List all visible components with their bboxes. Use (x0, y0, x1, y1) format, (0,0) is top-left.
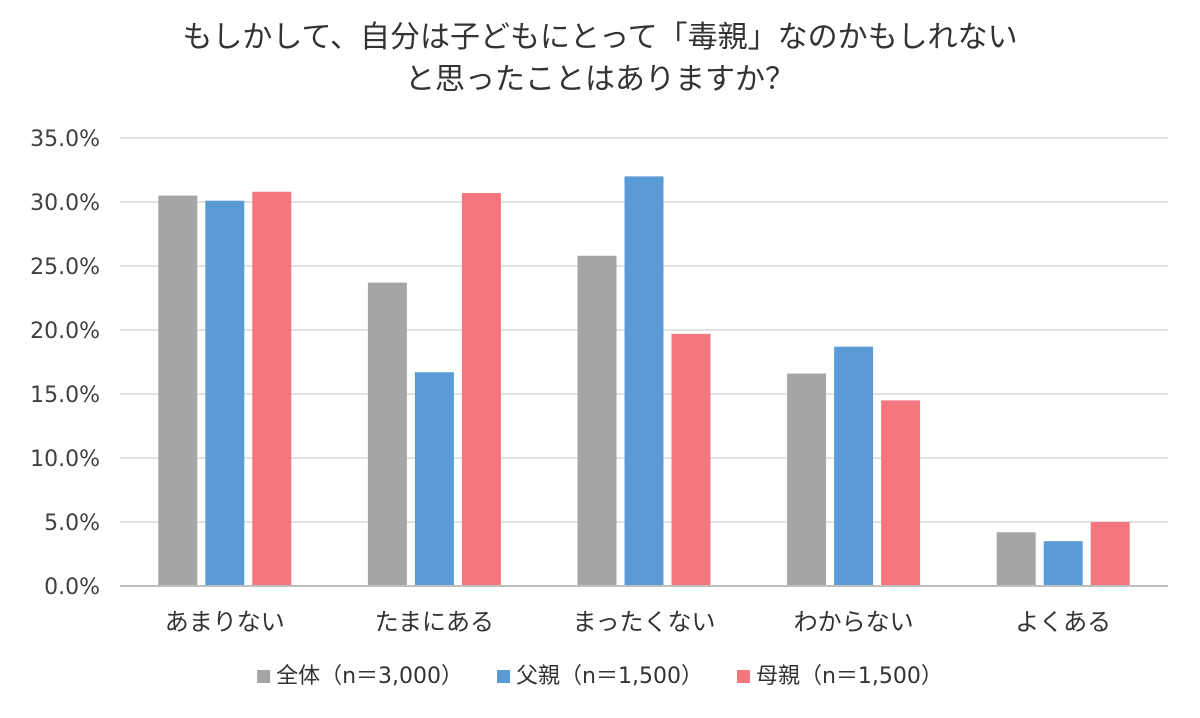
bar (158, 195, 198, 586)
chart-title-line-1: もしかして、自分は子どもにとって「毒親」なのかもしれない (182, 20, 1018, 55)
bar (1043, 541, 1083, 586)
bar (1090, 522, 1130, 586)
legend-swatch (497, 670, 511, 683)
y-tick-label: 10.0% (30, 447, 100, 472)
x-tick-label: あまりない (165, 608, 285, 636)
bar (577, 255, 617, 586)
y-tick-label: 15.0% (30, 383, 100, 408)
bar (252, 191, 292, 586)
bar (461, 193, 501, 587)
bar (205, 200, 245, 586)
bar (996, 532, 1036, 586)
x-tick-label: まったくない (572, 608, 715, 636)
bar (367, 282, 407, 586)
bar (414, 372, 454, 586)
legend-label: 全体（n＝3,000） (276, 664, 463, 689)
legend-label: 母親（n＝1,500） (756, 664, 943, 689)
y-tick-label: 30.0% (30, 191, 100, 216)
bar (671, 333, 711, 586)
bar (834, 346, 874, 586)
legend-swatch (257, 670, 271, 683)
y-tick-label: 5.0% (44, 511, 100, 536)
legend-label: 父親（n＝1,500） (516, 664, 703, 689)
y-tick-label: 25.0% (30, 255, 100, 280)
y-tick-label: 0.0% (44, 575, 100, 600)
x-tick-label: たまにある (375, 608, 494, 636)
x-tick-label: よくある (1015, 608, 1111, 636)
chart-title-line-2: と思ったことはありますか？ (405, 62, 795, 97)
legend-swatch (736, 670, 750, 683)
bar (881, 400, 921, 586)
bar (787, 373, 827, 586)
x-tick-label: わからない (794, 608, 914, 636)
y-tick-label: 20.0% (30, 319, 100, 344)
bar (624, 176, 664, 586)
y-tick-label: 35.0% (30, 127, 100, 152)
